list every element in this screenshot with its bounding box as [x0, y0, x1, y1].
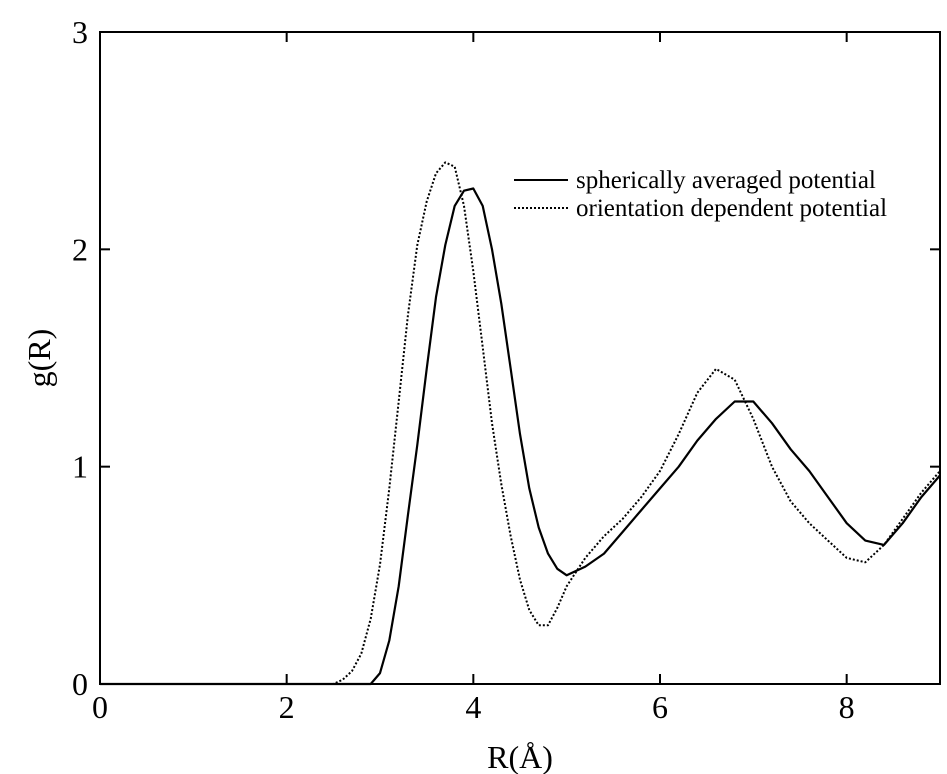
legend-label-orientation-dependent: orientation dependent potential: [576, 195, 887, 222]
y-tick-label: 0: [72, 666, 88, 702]
y-tick-label: 1: [72, 449, 88, 485]
ticks: 0 2 4 6 8 0 1 2 3: [72, 14, 940, 725]
legend-label-spherically-averaged: spherically averaged potential: [576, 167, 876, 194]
x-tick-label: 0: [92, 689, 108, 725]
x-tick-label: 6: [652, 689, 668, 725]
y-tick-label: 2: [72, 231, 88, 267]
plot-frame: [99, 31, 941, 685]
legend: spherically averaged potential orientati…: [514, 167, 887, 222]
x-tick-label: 4: [465, 689, 481, 725]
series-line-spherically-averaged: [100, 187, 941, 686]
series-layer: [100, 161, 941, 686]
y-tick-label: 3: [72, 14, 88, 50]
x-tick-label: 8: [839, 689, 855, 725]
x-axis-label: R(Å): [487, 739, 553, 774]
y-axis-label: g(R): [21, 329, 57, 388]
x-tick-label: 2: [279, 689, 295, 725]
series-line-orientation-dependent: [100, 161, 941, 685]
